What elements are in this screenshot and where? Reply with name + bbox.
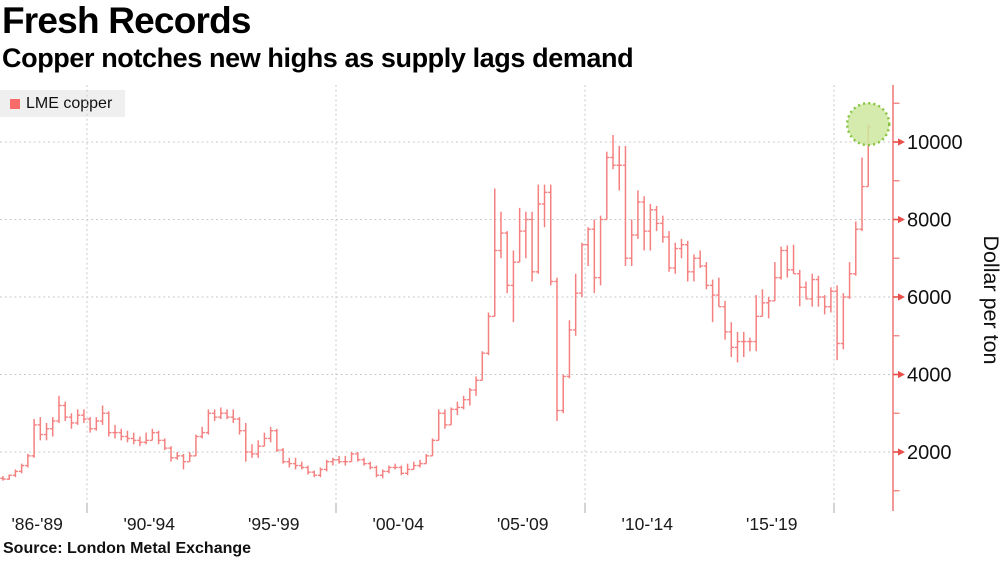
y-tick-label: 4000 <box>907 365 952 387</box>
x-tick-label: '05-'09 <box>497 514 548 534</box>
x-tick-label: '15-'19 <box>746 514 797 534</box>
y-axis-tick-arrow-icon <box>898 370 905 379</box>
y-axis-tick-arrow-icon <box>898 448 905 456</box>
y-tick-label: 6000 <box>907 287 952 309</box>
legend-swatch-icon <box>10 98 20 109</box>
legend: LME copper <box>0 90 126 117</box>
record-highlight-circle <box>846 101 891 147</box>
y-axis-tick-arrow-icon <box>898 293 905 301</box>
x-tick-label: '00-'04 <box>373 514 425 534</box>
x-tick-label: '86-'89 <box>11 514 62 534</box>
y-tick-label: 2000 <box>907 442 952 464</box>
y-axis-tick-arrow-icon <box>898 138 905 146</box>
x-tick-label: '10-'14 <box>622 514 674 534</box>
y-axis-tick-arrow-icon <box>898 215 905 224</box>
page-subtitle: Copper notches new highs as supply lags … <box>2 43 634 73</box>
y-axis-title: Dollar per ton <box>979 235 1003 364</box>
legend-label: LME copper <box>26 94 113 112</box>
y-tick-label: 8000 <box>907 210 952 232</box>
source-note: Source: London Metal Exchange <box>3 540 252 557</box>
y-tick-label: 10000 <box>907 132 963 154</box>
x-tick-label: '95-'99 <box>248 514 299 534</box>
page-title: Fresh Records <box>2 0 252 41</box>
x-tick-label: '90-'94 <box>124 514 176 534</box>
